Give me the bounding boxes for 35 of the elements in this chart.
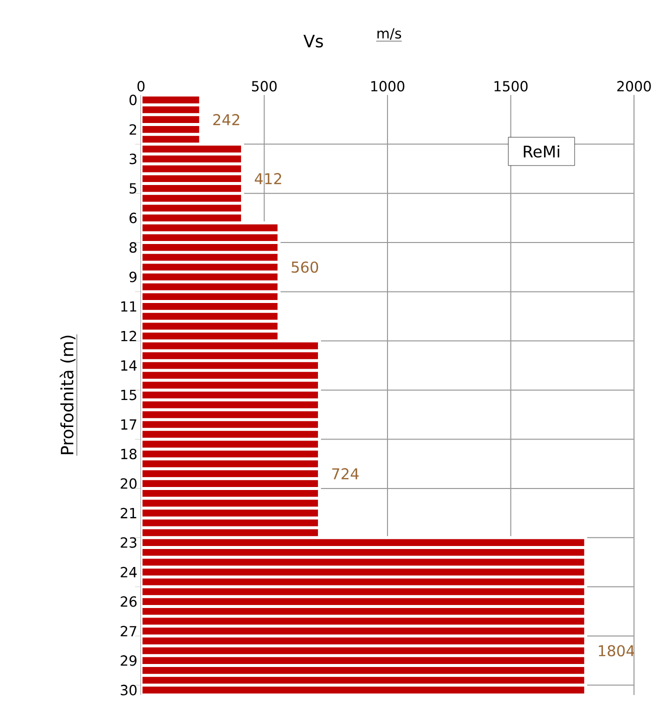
y-tick-label: 3: [130, 154, 136, 164]
y-tick-label: 23: [120, 537, 136, 548]
data-label: 412: [254, 173, 282, 184]
data-label: 560: [292, 261, 318, 273]
y-tick-label: 21: [120, 508, 136, 518]
x-tick-label: 1500: [494, 80, 528, 92]
text: ReMi: [524, 145, 560, 158]
y-tick-label: 11: [121, 301, 136, 312]
y-tick-label: 20: [120, 478, 137, 489]
y-tick-label: 30: [120, 684, 137, 696]
y-tick-label: 6: [130, 212, 137, 224]
y-tick-label: 26: [120, 596, 137, 607]
y-tick-label: 12: [121, 330, 136, 342]
y-tick-label: 5: [130, 183, 136, 194]
y-tick-label: 15: [121, 390, 136, 400]
data-label: 242: [213, 114, 240, 126]
text: m/s: [377, 28, 402, 40]
y-tick-label: 18: [121, 448, 137, 460]
y-tick-label: 8: [130, 242, 137, 253]
y-tick-label: 17: [121, 419, 136, 430]
y-axis-title: Profodnità (m): [60, 336, 76, 454]
x-tick-label: 0: [137, 80, 145, 92]
y-tick-label: 29: [120, 655, 136, 666]
y-tick-label: 9: [129, 272, 136, 282]
y-tick-label: 0: [130, 94, 137, 106]
y-tick-label: 24: [120, 566, 137, 578]
x-tick-label: 500: [252, 80, 277, 92]
y-tick-label: 14: [121, 360, 137, 371]
data-label: 724: [332, 468, 359, 480]
x-tick-label: 2000: [617, 80, 651, 92]
x-tick-label: 1000: [371, 80, 404, 92]
data-label: 1804: [598, 645, 634, 656]
y-tick-label: 27: [120, 626, 136, 636]
x-axis-title: Vs: [303, 34, 323, 48]
y-tick-label: 2: [130, 124, 136, 135]
